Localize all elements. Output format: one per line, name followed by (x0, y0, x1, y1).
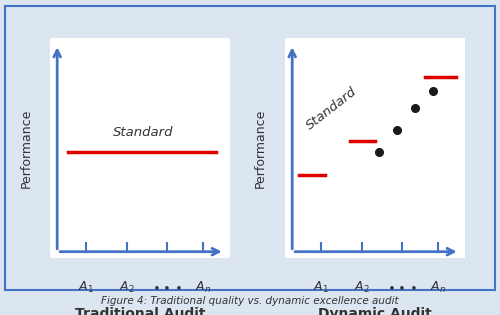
Text: $A_1$: $A_1$ (313, 280, 329, 295)
Text: Dynamic Audit: Dynamic Audit (318, 307, 432, 315)
Text: $A_1$: $A_1$ (78, 280, 94, 295)
Text: Traditional Audit: Traditional Audit (75, 307, 206, 315)
Text: $\bullet\bullet\bullet$: $\bullet\bullet\bullet$ (386, 280, 418, 293)
Text: Performance: Performance (20, 108, 33, 188)
Text: Figure 4: Traditional quality vs. dynamic excellence audit: Figure 4: Traditional quality vs. dynami… (101, 295, 399, 306)
Text: $A_n$: $A_n$ (430, 280, 446, 295)
Text: $A_n$: $A_n$ (195, 280, 211, 295)
Text: Standard: Standard (114, 126, 174, 139)
Text: Standard: Standard (304, 85, 360, 133)
Text: $\bullet\bullet\bullet$: $\bullet\bullet\bullet$ (152, 280, 182, 293)
Text: $A_2$: $A_2$ (354, 280, 370, 295)
Text: $A_2$: $A_2$ (120, 280, 136, 295)
Text: Performance: Performance (254, 108, 266, 188)
